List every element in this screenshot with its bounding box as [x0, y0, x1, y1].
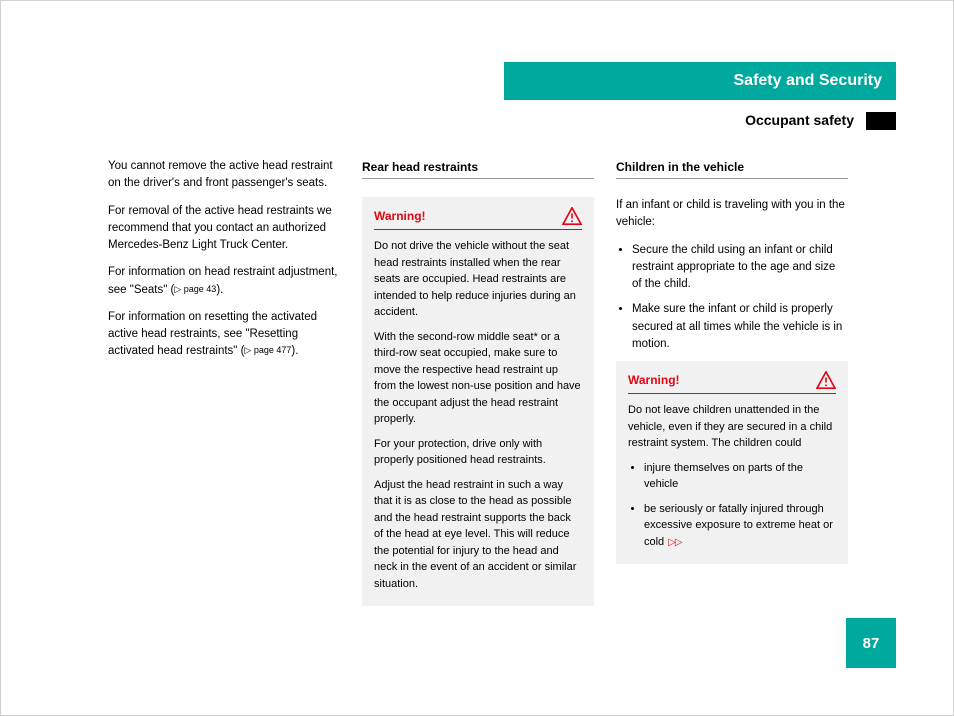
column-3: Children in the vehicle If an infant or … — [616, 158, 848, 606]
page-number-box: 87 — [846, 618, 896, 668]
warning-rule — [628, 393, 836, 394]
list-item: injure themselves on parts of the vehicl… — [644, 460, 836, 493]
list-item: be seriously or fatally injured through … — [644, 501, 836, 551]
warning-rule — [374, 229, 582, 230]
list-item: Secure the child using an infant or chil… — [632, 242, 848, 294]
warning-label: Warning! — [628, 371, 680, 389]
body-paragraph: For information on resetting the activat… — [108, 309, 340, 361]
column-1: You cannot remove the active head restra… — [108, 158, 340, 606]
warning-paragraph: Do not drive the vehicle without the sea… — [374, 238, 582, 321]
body-paragraph: If an infant or child is traveling with … — [616, 197, 848, 232]
section-title: Occupant safety — [745, 112, 854, 128]
warning-triangle-icon — [562, 207, 582, 225]
warning-paragraph: For your protection, drive only with pro… — [374, 436, 582, 469]
list-item: Make sure the infant or child is properl… — [632, 301, 848, 353]
bullet-list: Secure the child using an infant or chil… — [616, 242, 848, 354]
warning-bullet-list: injure themselves on parts of the vehicl… — [628, 460, 836, 551]
page-number: 87 — [863, 635, 880, 652]
heading-rule — [362, 178, 594, 179]
body-paragraph: You cannot remove the active head restra… — [108, 158, 340, 193]
page-ref: ▷ page 477 — [244, 344, 291, 358]
warning-box: Warning! Do not leave children unattende… — [616, 361, 848, 564]
warning-paragraph: With the second-row middle seat* or a th… — [374, 329, 582, 428]
warning-header: Warning! — [374, 207, 582, 225]
warning-triangle-icon — [816, 371, 836, 389]
column-heading: Rear head restraints — [362, 158, 594, 176]
page-ref: ▷ page 43 — [174, 283, 216, 297]
continued-marker: ▷▷ — [668, 537, 681, 548]
body-paragraph: For removal of the active head restraint… — [108, 203, 340, 255]
content-columns: You cannot remove the active head restra… — [108, 158, 850, 606]
warning-header: Warning! — [628, 371, 836, 389]
warning-label: Warning! — [374, 207, 426, 225]
body-paragraph: For information on head restraint adjust… — [108, 264, 340, 299]
chapter-title: Safety and Security — [734, 72, 883, 90]
warning-paragraph: Adjust the head restraint in such a way … — [374, 477, 582, 593]
tab-marker — [866, 112, 896, 130]
warning-box: Warning! Do not drive the vehicle withou… — [362, 197, 594, 606]
chapter-header-bar: Safety and Security — [504, 62, 896, 100]
heading-rule — [616, 178, 848, 179]
warning-paragraph: Do not leave children unattended in the … — [628, 402, 836, 452]
column-heading: Children in the vehicle — [616, 158, 848, 176]
column-2: Rear head restraints Warning! Do not dri… — [362, 158, 594, 606]
